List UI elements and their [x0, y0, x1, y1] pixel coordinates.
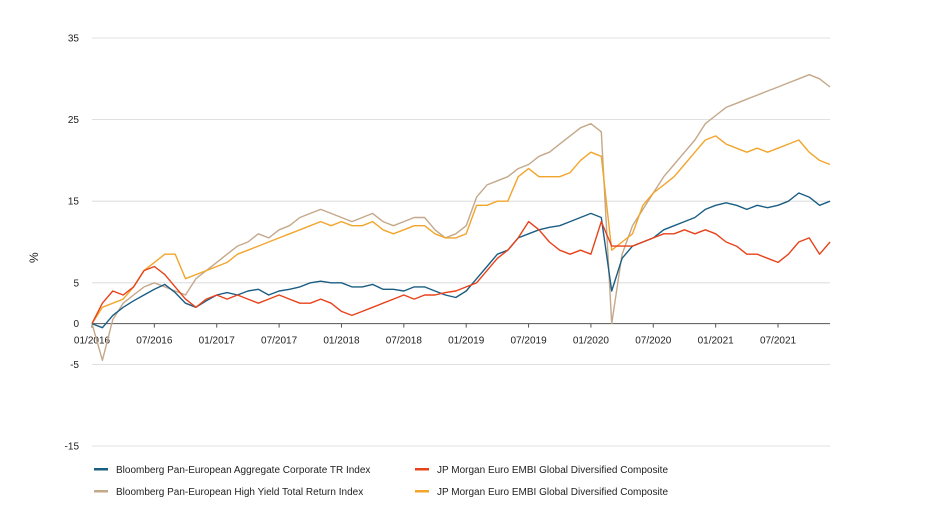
x-tick-label: 01/2019: [448, 336, 485, 347]
legend-item: JP Morgan Euro EMBI Global Diversified C…: [415, 487, 668, 498]
y-tick-label: 35: [68, 34, 80, 45]
x-tick-label: 07/2019: [510, 336, 547, 347]
legend-label: Bloomberg Pan-European High Yield Total …: [116, 487, 363, 498]
legend-swatch: [94, 490, 108, 493]
x-tick-label: 07/2018: [386, 336, 423, 347]
y-tick-label: 15: [68, 197, 80, 208]
x-tick-label: 01/2017: [199, 336, 236, 347]
y-axis-label: %: [27, 252, 41, 263]
y-tick-label: -5: [70, 360, 79, 371]
series-line: [91, 220, 831, 324]
x-tick-label: 01/2018: [323, 336, 360, 347]
legend-item: Bloomberg Pan-European Aggregate Corpora…: [94, 465, 370, 476]
legend-label: Bloomberg Pan-European Aggregate Corpora…: [116, 465, 370, 476]
y-tick-label: -15: [65, 442, 80, 453]
gridlines: [92, 37, 830, 447]
y-tick-label: 0: [73, 319, 79, 330]
series-lines: [91, 73, 831, 361]
legend-label: JP Morgan Euro EMBI Global Diversified C…: [437, 465, 668, 476]
x-tick-label: 07/2016: [136, 336, 173, 347]
y-tick-label: 25: [68, 115, 80, 126]
series-line: [91, 192, 831, 329]
legend-item: Bloomberg Pan-European High Yield Total …: [94, 487, 363, 498]
x-tick-label: 07/2020: [635, 336, 672, 347]
legend-item: JP Morgan Euro EMBI Global Diversified C…: [415, 465, 668, 476]
legend-label: JP Morgan Euro EMBI Global Diversified C…: [437, 487, 668, 498]
x-tick-labels: 01/2016 07/2016 01/2017 07/2017 01/2018 07/20…: [74, 323, 797, 347]
y-tick-label: 5: [73, 278, 79, 289]
series-line: [91, 73, 831, 361]
x-tick-label: 07/2017: [261, 336, 298, 347]
y-tick-labels: 35 25 15 5 0 -5 -15: [65, 34, 80, 453]
legend-swatch: [415, 468, 429, 471]
legend-swatch: [415, 490, 429, 493]
x-tick-label: 01/2016: [74, 336, 111, 347]
legend: Bloomberg Pan-European Aggregate Corpora…: [94, 465, 668, 498]
series-line: [91, 135, 831, 324]
x-tick-label: 01/2020: [573, 336, 610, 347]
legend-swatch: [94, 468, 108, 471]
x-tick-label: 01/2021: [698, 336, 735, 347]
x-tick-label: 07/2021: [760, 336, 797, 347]
